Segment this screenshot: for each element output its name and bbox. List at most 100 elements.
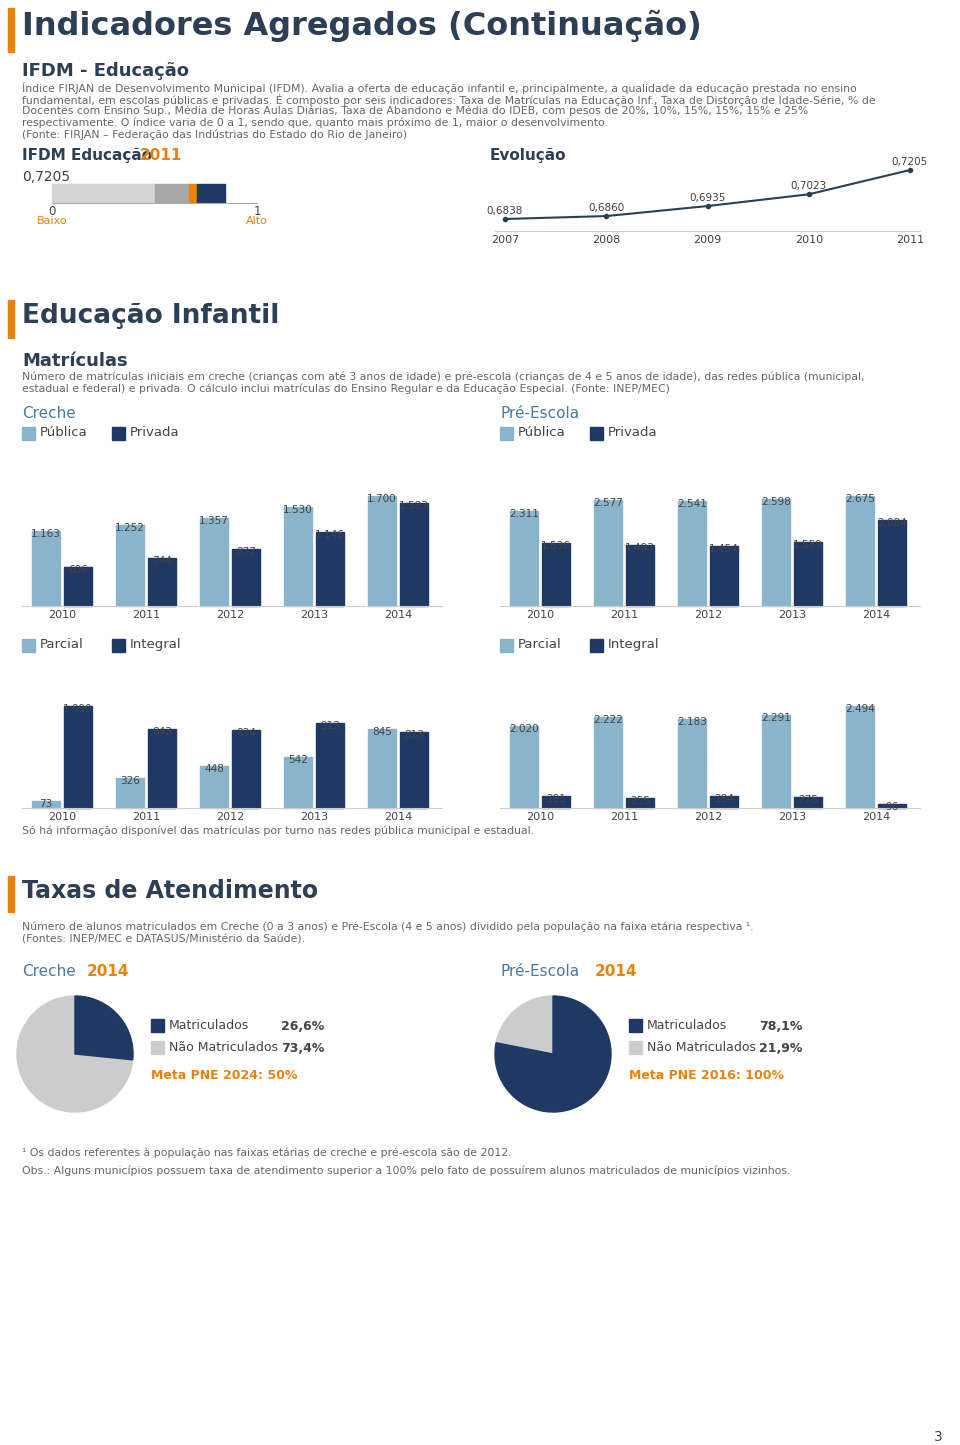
- Text: Índice FIRJAN de Desenvolvimento Municipal (IFDM). Avalia a oferta de educação i: Índice FIRJAN de Desenvolvimento Municip…: [22, 82, 856, 94]
- Text: ¹ Os dados referentes à população nas faixas etárias de creche e pré-escola são : ¹ Os dados referentes à população nas fa…: [22, 1147, 512, 1157]
- Text: Meta PNE 2024: 50%: Meta PNE 2024: 50%: [151, 1069, 298, 1082]
- Text: 78,1%: 78,1%: [759, 1020, 803, 1033]
- Text: Matriculados: Matriculados: [169, 1019, 250, 1032]
- Text: Obs.: Alguns municípios possuem taxa de atendimento superior a 100% pelo fato de: Obs.: Alguns municípios possuem taxa de …: [22, 1165, 790, 1175]
- Text: Não Matriculados: Não Matriculados: [647, 1040, 756, 1053]
- Text: 2014: 2014: [384, 610, 412, 620]
- Bar: [762, 499, 790, 605]
- Text: 2014: 2014: [87, 964, 130, 980]
- Bar: [52, 184, 155, 202]
- Text: 834: 834: [236, 728, 255, 738]
- Bar: [590, 639, 603, 652]
- Bar: [22, 428, 35, 439]
- Text: Integral: Integral: [608, 639, 660, 652]
- Bar: [189, 184, 197, 202]
- Bar: [878, 520, 905, 605]
- Text: 2013: 2013: [778, 610, 806, 620]
- Polygon shape: [17, 996, 132, 1113]
- Text: 73,4%: 73,4%: [281, 1042, 324, 1055]
- Bar: [64, 707, 92, 808]
- Text: 2013: 2013: [778, 812, 806, 822]
- Text: 2010: 2010: [526, 610, 554, 620]
- Bar: [678, 501, 706, 605]
- Text: 2.183: 2.183: [677, 717, 707, 727]
- Text: 2014: 2014: [862, 812, 890, 822]
- Text: 2.598: 2.598: [761, 497, 791, 507]
- Bar: [151, 1040, 164, 1053]
- Text: 2.291: 2.291: [761, 712, 791, 722]
- Bar: [148, 558, 176, 605]
- Bar: [151, 1019, 164, 1032]
- Bar: [116, 525, 144, 605]
- Text: 255: 255: [630, 796, 650, 806]
- Bar: [678, 720, 706, 808]
- Text: 2013: 2013: [300, 812, 328, 822]
- Text: 0,7205: 0,7205: [892, 158, 928, 168]
- Text: 0,7205: 0,7205: [22, 171, 70, 184]
- Text: 2012: 2012: [216, 812, 244, 822]
- Bar: [32, 801, 60, 808]
- Bar: [878, 803, 905, 808]
- Text: 0,6838: 0,6838: [487, 207, 523, 215]
- Bar: [500, 428, 513, 439]
- Text: 2014: 2014: [384, 812, 412, 822]
- Text: 2.675: 2.675: [845, 494, 875, 504]
- Text: 877: 877: [236, 548, 255, 558]
- Bar: [794, 796, 822, 808]
- Text: Matriculados: Matriculados: [647, 1019, 728, 1032]
- Bar: [155, 184, 189, 202]
- Text: respectivamente. O índice varia de 0 a 1, sendo que, quanto mais próximo de 1, m: respectivamente. O índice varia de 0 a 1…: [22, 118, 608, 129]
- Bar: [542, 543, 569, 605]
- Text: Matrículas: Matrículas: [22, 353, 128, 370]
- Text: 606: 606: [68, 565, 87, 575]
- Text: 1.146: 1.146: [315, 530, 345, 540]
- Text: 843: 843: [152, 727, 172, 737]
- Text: Só há informação disponível das matrículas por turno nas redes pública municipal: Só há informação disponível das matrícul…: [22, 827, 534, 837]
- Bar: [316, 532, 344, 605]
- Text: 1.090: 1.090: [63, 704, 93, 714]
- Text: Educação Infantil: Educação Infantil: [22, 303, 279, 329]
- Text: 284: 284: [714, 795, 733, 805]
- Text: IFDM - Educação: IFDM - Educação: [22, 62, 189, 79]
- Bar: [400, 503, 428, 605]
- Bar: [510, 725, 538, 808]
- Text: Meta PNE 2016: 100%: Meta PNE 2016: 100%: [629, 1069, 784, 1082]
- Text: 2010: 2010: [48, 610, 76, 620]
- Text: Integral: Integral: [130, 639, 181, 652]
- Text: Número de matrículas iniciais em creche (crianças com até 3 anos de idade) e pré: Número de matrículas iniciais em creche …: [22, 371, 865, 383]
- Text: Não Matriculados: Não Matriculados: [169, 1040, 278, 1053]
- Text: 1.530: 1.530: [283, 504, 313, 514]
- Bar: [626, 545, 654, 605]
- Text: 21,9%: 21,9%: [759, 1042, 803, 1055]
- Bar: [200, 519, 228, 605]
- Polygon shape: [496, 996, 553, 1053]
- Text: Pré-Escola: Pré-Escola: [500, 406, 579, 420]
- Text: Alto: Alto: [246, 215, 268, 225]
- Bar: [8, 9, 14, 52]
- Text: 542: 542: [288, 756, 308, 766]
- Text: 96: 96: [885, 802, 899, 812]
- Bar: [629, 1040, 642, 1053]
- Bar: [8, 301, 14, 338]
- Bar: [316, 722, 344, 808]
- Text: Pré-Escola: Pré-Escola: [500, 964, 579, 980]
- Text: 2014: 2014: [595, 964, 637, 980]
- Text: 2008: 2008: [592, 236, 620, 246]
- Text: Parcial: Parcial: [518, 639, 562, 652]
- Bar: [590, 428, 603, 439]
- Text: Baixo: Baixo: [36, 215, 67, 225]
- Text: 2014: 2014: [862, 610, 890, 620]
- Bar: [400, 733, 428, 808]
- Bar: [148, 730, 176, 808]
- Text: 1.700: 1.700: [367, 494, 396, 504]
- Text: Creche: Creche: [22, 406, 76, 420]
- Text: 2.222: 2.222: [593, 715, 623, 725]
- Bar: [284, 507, 312, 605]
- Text: 2011: 2011: [132, 610, 160, 620]
- Bar: [64, 566, 92, 605]
- Text: Pública: Pública: [518, 426, 565, 439]
- Text: 2012: 2012: [694, 610, 722, 620]
- Bar: [794, 542, 822, 605]
- Bar: [116, 777, 144, 808]
- Text: 0,6935: 0,6935: [689, 194, 726, 204]
